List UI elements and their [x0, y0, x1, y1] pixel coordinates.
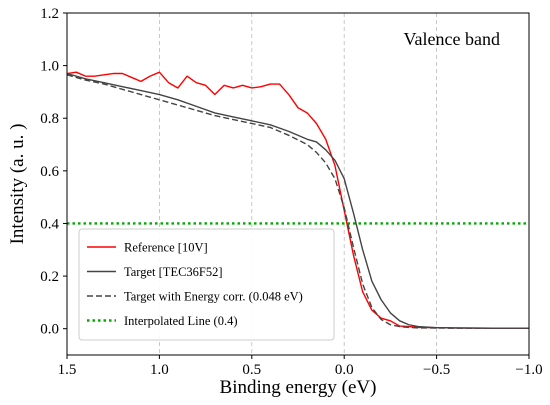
- x-tick-label: 0.5: [242, 362, 261, 378]
- series-line-1: [66, 71, 529, 329]
- x-tick-label: 1.5: [58, 362, 77, 378]
- x-tick-label: −0.5: [423, 362, 450, 378]
- series-line-2: [66, 72, 529, 329]
- legend-label: Target with Energy corr. (0.048 eV): [124, 290, 303, 304]
- series-layer: [66, 71, 529, 329]
- y-tick-label: 1.0: [40, 59, 59, 75]
- plot-annotation: Valence band: [404, 29, 500, 49]
- y-axis-title: Intensity (a. u. ): [7, 124, 28, 245]
- plot-frame: [66, 12, 530, 356]
- y-tick-label: 0.8: [40, 111, 59, 127]
- y-tick-label: 0.0: [40, 322, 59, 338]
- x-tick-label: 1.0: [150, 362, 169, 378]
- grid-layer: [158, 13, 438, 355]
- y-tick-label: 0.4: [40, 216, 59, 232]
- legend-label: Reference [10V]: [124, 241, 208, 255]
- legend: Reference [10V] Target [TEC36F52] Target w…: [78, 228, 335, 341]
- legend-box: [78, 228, 335, 341]
- y-tick-label: 0.6: [40, 164, 59, 180]
- legend-label: Target [TEC36F52]: [124, 265, 223, 279]
- x-axis-title: Binding energy (eV): [220, 377, 377, 398]
- series-line-3: [66, 74, 529, 329]
- tick-layer: 1.5 1.0 0.5 0.0 −0.5 −1.0 0.0 0.2 0.4 0.6 0.8 1.0 1.…: [40, 6, 542, 378]
- y-tick-label: 1.2: [40, 6, 59, 22]
- x-tick-label: −1.0: [515, 362, 542, 378]
- x-tick-label: 0.0: [335, 362, 354, 378]
- legend-label: Interpolated Line (0.4): [124, 314, 238, 328]
- y-tick-label: 0.2: [40, 269, 59, 285]
